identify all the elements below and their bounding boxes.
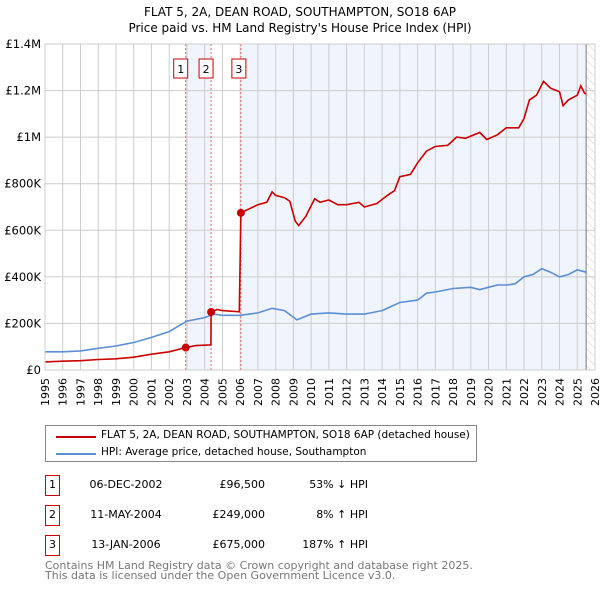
- transaction-date: 11-MAY-2004: [90, 508, 162, 521]
- y-tick-label: £1.2M: [5, 84, 41, 98]
- shaded-period-3: [240, 44, 587, 370]
- sale-label-box: [173, 58, 189, 79]
- x-tick-label: 2007: [252, 378, 265, 406]
- transaction-marker: 2: [45, 505, 60, 526]
- x-tick-label: 1995: [39, 378, 52, 406]
- transaction-hpi-change: 8% ↑ HPI: [316, 508, 368, 521]
- chart-subtitle: Price paid vs. HM Land Registry's House …: [128, 21, 472, 35]
- y-tick-label: £200K: [4, 316, 41, 330]
- sale-point: [181, 343, 190, 352]
- footer-copyright: Contains HM Land Registry data © Crown c…: [45, 559, 473, 572]
- transaction-date: 06-DEC-2002: [89, 478, 163, 491]
- transaction-marker: 3: [45, 535, 60, 556]
- footer-licence: This data is licensed under the Open Gov…: [45, 569, 396, 582]
- x-tick-label: 2026: [589, 378, 600, 406]
- x-tick-label: 2003: [181, 378, 194, 406]
- transaction-price: £96,500: [219, 478, 266, 491]
- legend-property-label: FLAT 5, 2A, DEAN ROAD, SOUTHAMPTON, SO18…: [101, 429, 470, 441]
- transaction-price: £675,000: [212, 538, 266, 551]
- x-tick-label: 1998: [92, 378, 105, 406]
- x-tick-label: 2020: [483, 378, 496, 406]
- sale-point: [236, 208, 245, 217]
- x-tick-label: 2021: [500, 378, 513, 406]
- x-tick-label: 2009: [287, 378, 300, 406]
- x-tick-label: 2022: [518, 378, 531, 406]
- sale-label: 1: [177, 63, 184, 76]
- y-tick-label: £600K: [4, 223, 41, 237]
- property-series-line: [44, 79, 587, 363]
- x-tick-label: 2019: [465, 378, 478, 406]
- x-tick-label: 1999: [110, 378, 123, 406]
- shaded-period-1: [185, 44, 212, 370]
- sale-point: [207, 308, 216, 317]
- transaction-hpi-change: 53% ↓ HPI: [309, 478, 368, 491]
- transaction-marker: 1: [45, 475, 60, 496]
- x-tick-label: 2024: [554, 378, 567, 406]
- x-tick-label: 2015: [394, 378, 407, 406]
- x-tick-label: 2006: [234, 378, 247, 406]
- x-tick-label: 2002: [163, 378, 176, 406]
- y-tick-label: £400K: [4, 270, 41, 284]
- x-tick-label: 2005: [216, 378, 229, 406]
- x-tick-label: 1996: [57, 378, 70, 406]
- legend: FLAT 5, 2A, DEAN ROAD, SOUTHAMPTON, SO18…: [45, 425, 477, 462]
- price-chart: 1995 1996 1997 1998 1999 2000 2001 2002 2003 2004…: [4, 37, 600, 406]
- transaction-hpi-change: 187% ↑ HPI: [302, 538, 368, 551]
- sale-label-box: [198, 58, 214, 79]
- x-tick-label: 2004: [199, 378, 212, 406]
- legend-hpi-label: HPI: Average price, detached house, Sout…: [101, 446, 367, 458]
- y-tick-label: £800K: [4, 177, 41, 191]
- x-tick-label: 2017: [429, 378, 442, 406]
- x-tick-label: 2010: [305, 378, 318, 406]
- x-tick-label: 2016: [412, 378, 425, 406]
- x-tick-label: 2025: [571, 378, 584, 406]
- x-tick-label: 2013: [358, 378, 371, 406]
- y-tick-label: £1.4M: [5, 37, 41, 51]
- y-tick-label: £0: [26, 363, 41, 377]
- sale-label: 2: [203, 63, 210, 76]
- x-tick-label: 2000: [128, 378, 141, 406]
- transaction-date: 13-JAN-2006: [91, 538, 161, 551]
- x-tick-label: 2012: [341, 378, 354, 406]
- x-tick-label: 2001: [145, 378, 158, 406]
- x-tick-label: 2011: [323, 378, 336, 406]
- x-tick-label: 2018: [447, 378, 460, 406]
- sale-label-box: [231, 58, 247, 79]
- hpi-series-line: [45, 267, 587, 353]
- chart-title: FLAT 5, 2A, DEAN ROAD, SOUTHAMPTON, SO18…: [143, 5, 457, 19]
- legend-property-swatch: [56, 436, 96, 438]
- x-tick-label: 2014: [376, 378, 389, 406]
- forecast-hatch: [586, 44, 595, 370]
- x-tick-label: 2008: [270, 378, 283, 406]
- y-tick-label: £1M: [16, 130, 41, 144]
- legend-hpi-swatch: [56, 453, 96, 455]
- sale-label: 3: [235, 63, 242, 76]
- plot-border: [44, 43, 596, 371]
- x-tick-label: 1997: [74, 378, 87, 406]
- x-tick-label: 2023: [536, 378, 549, 406]
- transaction-price: £249,000: [212, 508, 266, 521]
